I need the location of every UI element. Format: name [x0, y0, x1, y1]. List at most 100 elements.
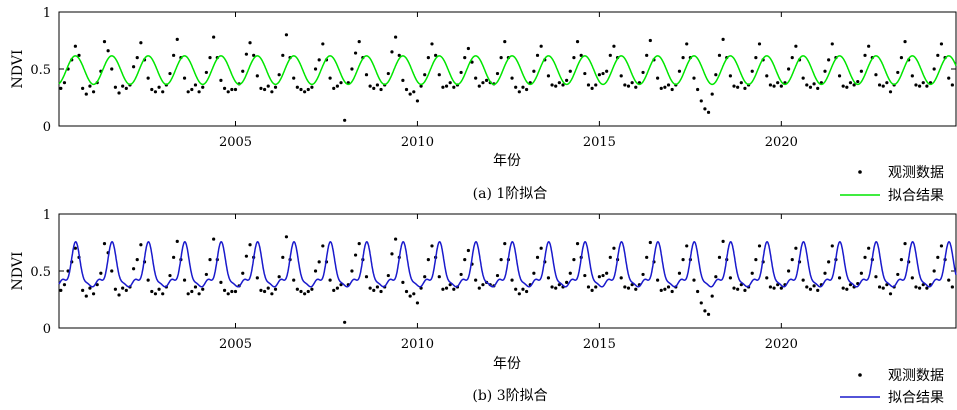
observed-point: [947, 76, 951, 80]
observed-point: [641, 70, 645, 75]
observed-point: [452, 287, 456, 291]
observed-point: [357, 242, 361, 246]
observed-point: [681, 56, 685, 60]
observed-point: [230, 289, 234, 294]
observed-point: [899, 258, 904, 262]
observed-point: [146, 76, 150, 80]
observed-point: [750, 271, 754, 275]
observed-point: [131, 267, 136, 271]
observed-point: [910, 276, 914, 280]
observed-point: [230, 87, 234, 92]
observed-point: [259, 86, 263, 90]
observed-point: [888, 292, 893, 296]
observed-point: [939, 244, 944, 248]
observed-point: [306, 87, 310, 92]
observed-point: [830, 42, 834, 46]
observed-point: [368, 84, 372, 88]
observed-point: [812, 82, 816, 86]
observed-point: [81, 86, 85, 90]
observed-point: [481, 81, 485, 85]
observed-point: [787, 67, 791, 71]
observed-point: [663, 85, 667, 89]
observed-point: [692, 278, 696, 282]
observed-point: [193, 285, 198, 289]
observed-point: [521, 85, 525, 89]
observed-point: [925, 286, 929, 290]
observed-point: [408, 294, 412, 298]
observed-point: [590, 86, 594, 90]
observed-point: [728, 74, 732, 78]
observed-point: [914, 83, 918, 87]
observed-point: [394, 237, 398, 241]
observed-point: [477, 286, 481, 290]
observed-point: [117, 293, 121, 297]
observed-point: [259, 288, 263, 292]
observed-point: [295, 85, 299, 89]
observed-point: [903, 40, 907, 44]
observed-point: [550, 83, 554, 87]
observed-point: [608, 255, 612, 259]
observed-point: [186, 292, 190, 296]
observed-point: [848, 81, 853, 85]
observed-point: [419, 84, 423, 88]
observed-point: [921, 283, 925, 287]
observed-point: [503, 40, 507, 44]
observed-point: [557, 81, 561, 85]
observed-point: [255, 276, 259, 280]
observed-point: [743, 86, 747, 90]
observed-point: [568, 69, 572, 73]
observed-point: [113, 85, 118, 89]
observed-point: [328, 76, 332, 80]
observed-point: [535, 53, 540, 57]
observed-point: [448, 283, 452, 287]
observed-point: [335, 286, 339, 290]
observed-point: [670, 289, 674, 294]
observed-point: [459, 272, 463, 277]
observed-point: [150, 87, 154, 92]
observed-point: [685, 42, 689, 46]
observed-point: [364, 73, 369, 77]
observed-point: [768, 285, 773, 289]
observed-point: [255, 74, 259, 78]
observed-point: [947, 278, 951, 282]
observed-point: [481, 283, 485, 287]
observed-point: [779, 84, 783, 88]
observed-point: [925, 84, 929, 88]
observed-point: [248, 41, 252, 45]
observed-point: [499, 56, 503, 60]
observed-point: [372, 288, 376, 292]
observed-point: [765, 74, 769, 78]
observed-point: [586, 285, 591, 289]
observed-point: [484, 78, 489, 82]
observed-point: [313, 67, 318, 71]
observed-point: [430, 244, 434, 248]
observed-point: [918, 84, 922, 88]
observed-point: [790, 258, 794, 262]
observed-point: [696, 87, 700, 92]
observed-point: [441, 287, 445, 291]
observed-point: [124, 86, 128, 90]
legend-fit-label-b: 拟合结果: [888, 390, 944, 406]
observed-point: [794, 44, 798, 48]
observed-point: [754, 56, 758, 60]
observed-point: [161, 90, 165, 94]
ticks-b: 2005 2010 2015 2020 0 0.5 1: [30, 208, 956, 352]
observed-point: [273, 85, 278, 89]
x-tick-label: 2005: [219, 337, 252, 352]
observed-point: [332, 86, 336, 90]
observed-point: [175, 37, 179, 41]
legend-observed-marker-b: [858, 373, 862, 377]
observed-point: [244, 52, 249, 56]
observed-point: [619, 276, 623, 280]
observed-point: [841, 286, 845, 290]
x-axis-label-a: 年份: [493, 153, 521, 169]
y-tick-label: 0: [43, 322, 51, 337]
observed-point: [703, 309, 707, 313]
observed-point: [434, 53, 438, 57]
observed-point: [601, 273, 605, 278]
observed-point: [714, 275, 718, 279]
observed-point: [401, 280, 405, 284]
observed-point: [463, 258, 467, 262]
observed-point: [590, 288, 594, 292]
observed-point: [932, 269, 936, 273]
